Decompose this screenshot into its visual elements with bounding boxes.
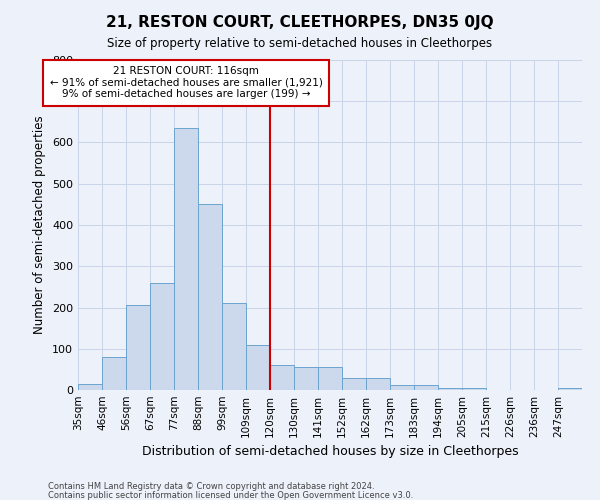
Text: Contains HM Land Registry data © Crown copyright and database right 2024.: Contains HM Land Registry data © Crown c… [48,482,374,491]
Bar [462,388,486,390]
Text: Size of property relative to semi-detached houses in Cleethorpes: Size of property relative to semi-detach… [107,38,493,51]
Bar [318,368,342,390]
Bar [78,384,102,390]
Bar [342,378,366,390]
Bar [222,304,246,390]
Bar [270,365,294,390]
Text: 21, RESTON COURT, CLEETHORPES, DN35 0JQ: 21, RESTON COURT, CLEETHORPES, DN35 0JQ [106,15,494,30]
Bar [198,204,222,390]
Bar [246,346,270,390]
Bar [294,368,318,390]
Bar [150,283,174,390]
X-axis label: Distribution of semi-detached houses by size in Cleethorpes: Distribution of semi-detached houses by … [142,446,518,458]
Bar [414,384,438,390]
Bar [126,306,150,390]
Bar [390,384,414,390]
Y-axis label: Number of semi-detached properties: Number of semi-detached properties [34,116,46,334]
Bar [438,388,462,390]
Bar [366,378,390,390]
Text: 21 RESTON COURT: 116sqm
← 91% of semi-detached houses are smaller (1,921)
9% of : 21 RESTON COURT: 116sqm ← 91% of semi-de… [50,66,322,100]
Bar [102,357,126,390]
Bar [558,388,582,390]
Text: Contains public sector information licensed under the Open Government Licence v3: Contains public sector information licen… [48,490,413,500]
Bar [174,128,198,390]
